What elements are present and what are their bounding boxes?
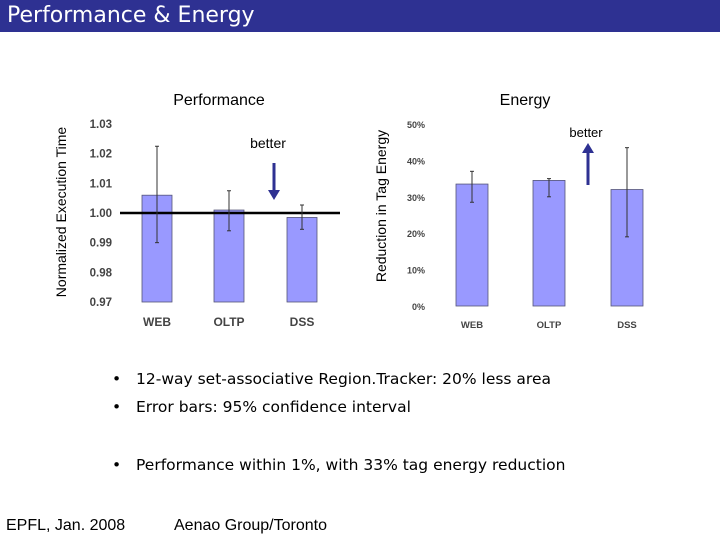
better-annotation: better — [250, 135, 286, 151]
better-annotation: better — [569, 125, 603, 140]
y-tick-label: 1.02 — [90, 149, 112, 161]
category-label: OLTP — [213, 315, 244, 329]
y-tick-label: 50% — [407, 120, 425, 130]
y-axis-label: Reduction in Tag Energy — [373, 130, 389, 282]
bullet-text: 12-way set-associative Region.Tracker: 2… — [136, 370, 551, 388]
bullet-marker: • — [112, 370, 122, 388]
y-tick-label: 30% — [407, 193, 425, 203]
y-tick-label: 1.01 — [90, 178, 113, 190]
y-tick-label: 0.97 — [90, 297, 112, 309]
y-tick-label: 10% — [407, 266, 425, 276]
category-label: DSS — [290, 315, 315, 329]
bullet-text: Error bars: 95% confidence interval — [136, 398, 411, 416]
footer-group: Aenao Group/Toronto — [174, 517, 327, 534]
y-axis-label: Normalized Execution Time — [53, 127, 69, 298]
arrow-up-icon — [582, 143, 594, 153]
y-tick-label: 0.99 — [90, 238, 112, 250]
bullet-item: • Error bars: 95% confidence interval — [112, 398, 411, 416]
bar-dss — [286, 217, 318, 303]
title-bar: Performance & Energy — [0, 0, 720, 32]
y-tick-label: 0% — [412, 302, 425, 312]
bullet-item: • Performance within 1%, with 33% tag ene… — [112, 456, 565, 474]
y-tick-label: 40% — [407, 156, 425, 166]
category-label: WEB — [461, 320, 483, 331]
y-tick-label: 1.00 — [90, 208, 112, 220]
chart-title: Performance — [173, 92, 265, 109]
category-label: OLTP — [537, 320, 562, 331]
category-label: WEB — [143, 315, 171, 329]
bullet-marker: • — [112, 456, 122, 474]
arrow-down-icon — [268, 190, 280, 200]
slide-title: Performance & Energy — [7, 3, 255, 28]
bullet-marker: • — [112, 398, 122, 416]
y-tick-label: 20% — [407, 229, 425, 239]
footer-date: EPFL, Jan. 2008 — [6, 517, 126, 534]
category-label: DSS — [617, 320, 637, 331]
bullet-item: • 12-way set-associative Region.Tracker: … — [112, 370, 551, 388]
bar-web — [455, 183, 489, 307]
bar-oltp — [532, 180, 566, 307]
chart-title: Energy — [500, 92, 551, 109]
y-tick-label: 0.98 — [90, 267, 113, 279]
bullet-text: Performance within 1%, with 33% tag ener… — [136, 456, 566, 474]
y-tick-label: 1.03 — [90, 119, 112, 131]
